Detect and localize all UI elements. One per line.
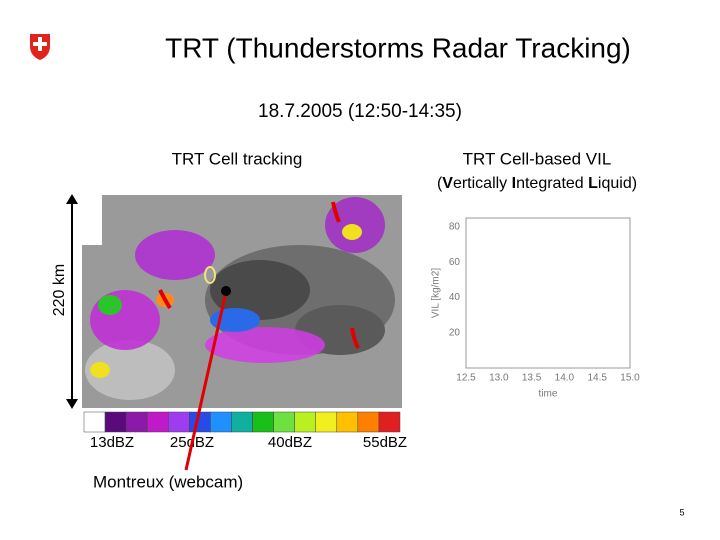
inset-y-tick: 60 bbox=[449, 257, 461, 268]
terrain bbox=[210, 260, 310, 320]
inset-x-label: time bbox=[539, 389, 558, 400]
pointer-dot bbox=[221, 286, 231, 296]
inset-x-tick: 13.5 bbox=[522, 373, 542, 384]
title: TRT (Thunderstorms Radar Tracking) bbox=[165, 32, 631, 63]
page-number: 5 bbox=[679, 507, 684, 517]
subtitle-part: L bbox=[588, 175, 598, 192]
inset-x-tick: 15.0 bbox=[620, 373, 640, 384]
inset-background bbox=[402, 195, 665, 408]
inset-y-tick: 80 bbox=[449, 221, 461, 232]
color-box bbox=[168, 411, 190, 433]
echo bbox=[342, 224, 362, 240]
echo bbox=[98, 295, 122, 315]
swiss-logo bbox=[30, 34, 50, 60]
color-box bbox=[83, 411, 106, 433]
scale-tick-label: 55dBZ bbox=[363, 434, 407, 451]
pointer-line bbox=[184, 291, 228, 471]
color-box bbox=[273, 411, 295, 433]
cell-track bbox=[331, 201, 341, 223]
echo bbox=[90, 362, 110, 378]
panel-title: TRT Cell-based VIL bbox=[463, 149, 612, 168]
scale-tick-label: 13dBZ bbox=[90, 434, 134, 451]
logo-cross bbox=[33, 42, 47, 46]
color-box bbox=[315, 411, 338, 433]
color-box bbox=[336, 411, 359, 433]
terrain bbox=[85, 340, 175, 400]
inset-ticks: 20 40 60 80 12.5 13.0 13.5 14.0 14.5 15.0 bbox=[449, 221, 640, 383]
cell-track bbox=[350, 327, 360, 349]
color-box bbox=[210, 411, 232, 433]
subtitle-part: ( bbox=[437, 175, 443, 192]
inset-y-tick: 40 bbox=[449, 292, 461, 303]
color-box bbox=[146, 411, 169, 433]
vil-inset: VIL [kg/m2] time 20 40 60 80 12.5 13.0 13.5 14.… bbox=[402, 195, 665, 408]
no-data bbox=[82, 195, 102, 245]
color-box bbox=[357, 411, 380, 433]
subtitle-part: I bbox=[512, 175, 516, 192]
subtitle-part: V bbox=[442, 175, 453, 192]
inset-x-tick: 14.5 bbox=[587, 373, 607, 384]
subtitle-part: iquid) bbox=[598, 175, 637, 192]
date: 18.7.2005 (12:50-14:35) bbox=[258, 101, 462, 122]
color-box bbox=[294, 411, 316, 433]
color-box bbox=[104, 411, 127, 433]
color-box bbox=[252, 411, 274, 433]
inset-axes bbox=[465, 217, 631, 369]
inset-x-tick: 12.5 bbox=[456, 373, 476, 384]
color-box bbox=[125, 411, 148, 433]
color-box bbox=[378, 411, 401, 433]
scale-arrow bbox=[66, 194, 78, 409]
panel-title: TRT Cell tracking bbox=[172, 149, 303, 168]
echo bbox=[205, 327, 325, 363]
panel-subtitle: (Vertically Integrated Liquid) bbox=[437, 175, 637, 192]
cell-track bbox=[158, 289, 172, 310]
scale-tick-label: 40dBZ bbox=[268, 434, 312, 451]
radar-image bbox=[82, 195, 402, 408]
annotation: Montreux (webcam) bbox=[93, 472, 243, 491]
inset-x-tick: 14.0 bbox=[555, 373, 575, 384]
inset-x-tick: 13.0 bbox=[489, 373, 509, 384]
inset-y-label: VIL [kg/m2] bbox=[431, 268, 442, 318]
inset-y-tick: 20 bbox=[449, 327, 461, 338]
subtitle-part: ntegrated bbox=[516, 175, 588, 192]
subtitle-part: ertically bbox=[453, 175, 512, 192]
color-scale bbox=[83, 411, 401, 433]
cell-outline bbox=[204, 266, 216, 284]
color-box bbox=[231, 411, 253, 433]
scale-label: 220 km bbox=[51, 264, 68, 316]
echo bbox=[135, 230, 215, 280]
